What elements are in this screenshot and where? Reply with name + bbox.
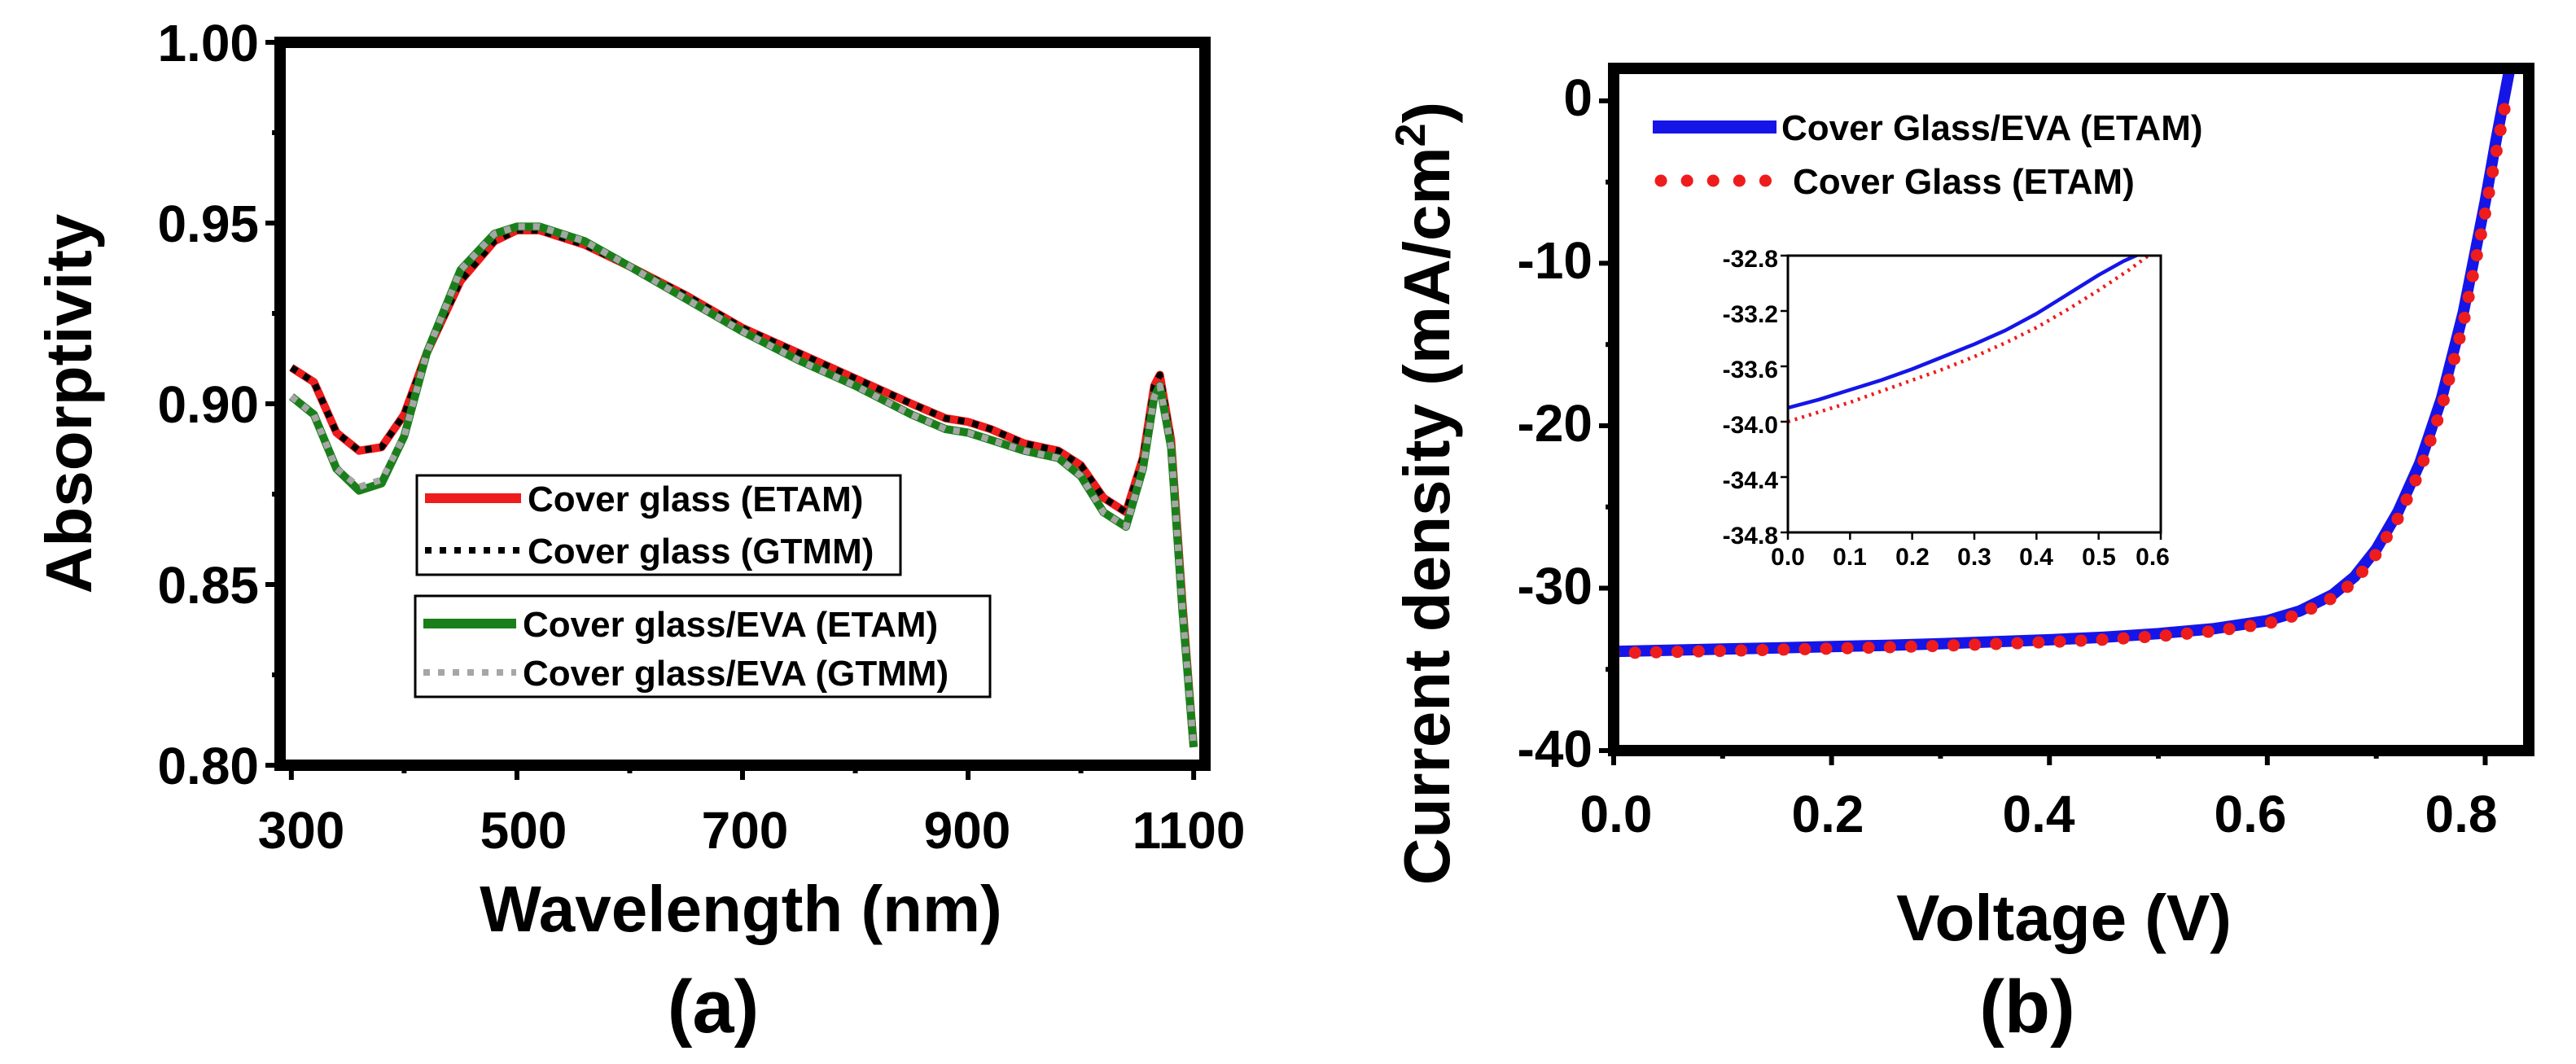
inset-background bbox=[1788, 256, 2161, 532]
panel-b-ytick-label: -20 bbox=[1518, 394, 1593, 453]
panel-b-xtick-label: 0.8 bbox=[2425, 785, 2498, 843]
panel-b-ytick-label: -10 bbox=[1518, 231, 1593, 290]
panel-a-ytick-label: 0.80 bbox=[157, 737, 259, 795]
panel-a-ylabel: Absorptivity bbox=[33, 213, 105, 593]
panel-a-ytick-label: 1.00 bbox=[157, 14, 259, 72]
inset-xtick-label: 0.6 bbox=[2136, 544, 2170, 571]
panel-a-xtick-label: 1100 bbox=[1132, 801, 1246, 860]
panel-b-ytick-label: -40 bbox=[1518, 720, 1593, 778]
inset-ytick-label: -32.8 bbox=[1723, 246, 1778, 273]
panel-a-xtick-label: 700 bbox=[702, 801, 789, 860]
panel-b-ticks bbox=[1599, 98, 2488, 765]
panel-a-xlabel: Wavelength (nm) bbox=[480, 873, 1001, 945]
legend-label-cover-glass-etam: Cover glass (ETAM) bbox=[528, 479, 863, 519]
panel-b-frame bbox=[1608, 63, 2534, 756]
panel-b-legend: Cover Glass/EVA (ETAM) Cover Glass (ETAM… bbox=[1653, 108, 2203, 202]
series-line-cover-glass-eva-etam bbox=[288, 222, 1198, 748]
panel-a-xtick-label: 900 bbox=[924, 801, 1011, 860]
series-line-cover-glass-gtmm bbox=[289, 226, 1198, 748]
panel-a-ytick-label: 0.85 bbox=[157, 556, 259, 615]
panel-b-xlabel: Voltage (V) bbox=[1896, 882, 2232, 954]
series-line-cover-glass-eva-etam bbox=[1788, 256, 2140, 410]
inset-xtick-label: 0.0 bbox=[1771, 544, 1805, 571]
inset-ytick-label: -33.2 bbox=[1723, 301, 1778, 328]
panel-b-ylabel-close: ) bbox=[1391, 102, 1463, 124]
series-line-cover-glass-etam bbox=[1788, 256, 2150, 424]
legend-box bbox=[414, 594, 992, 698]
panel-b-inset: -32.8 -33.2 -33.6 -34.0 -34.4 -34.8 0.0 … bbox=[1723, 246, 2170, 571]
legend-label-cover-glass-eva-etam: Cover Glass/EVA (ETAM) bbox=[1781, 108, 2203, 148]
inset-xtick-label: 0.2 bbox=[1895, 544, 1930, 571]
panel-b-xtick-label: 0.6 bbox=[2215, 785, 2287, 843]
panel-b-ylabel-main: Current density (mA/cm bbox=[1391, 147, 1463, 885]
panel-b-ylabel-superscript: 2 bbox=[1387, 123, 1435, 147]
inset-xtick-label: 0.5 bbox=[2082, 544, 2116, 571]
panel-b: 0 -10 -20 -30 -40 0.0 0.2 0.4 0.6 0.8 Vo… bbox=[1387, 63, 2534, 1049]
panel-b-label: (b) bbox=[1979, 965, 2074, 1049]
panel-b-plot-area bbox=[1614, 70, 2515, 659]
inset-ticks bbox=[1781, 254, 2162, 540]
panel-b-ytick-label: -30 bbox=[1518, 557, 1593, 615]
panel-a-ticks bbox=[265, 40, 1197, 780]
panel-a-label: (a) bbox=[668, 965, 759, 1049]
inset-ytick-label: -33.6 bbox=[1723, 357, 1778, 383]
inset-ytick-label: -34.4 bbox=[1723, 467, 1779, 494]
series-group bbox=[288, 222, 1198, 748]
panel-a: 1.00 0.95 0.90 0.85 0.80 300 500 700 900… bbox=[33, 14, 1245, 1049]
panel-a-legend-1: Cover glass (ETAM) Cover glass (GTMM) bbox=[415, 474, 902, 576]
inset-plot-area bbox=[1788, 256, 2150, 424]
panel-b-ylabel: Current density (mA/cm2) bbox=[1387, 102, 1463, 885]
panel-a-ytick-label: 0.90 bbox=[157, 375, 259, 434]
panel-b-xtick-label: 0.4 bbox=[2003, 785, 2075, 843]
legend-label-cover-glass-etam: Cover Glass (ETAM) bbox=[1793, 162, 2135, 202]
legend-label-cover-glass-eva-etam: Cover glass/EVA (ETAM) bbox=[523, 605, 938, 645]
series-group bbox=[1614, 70, 2515, 659]
legend-label-cover-glass-eva-gtmm: Cover glass/EVA (GTMM) bbox=[523, 654, 948, 694]
panel-b-xtick-label: 0.0 bbox=[1580, 785, 1653, 843]
panel-b-xtick-label: 0.2 bbox=[1792, 785, 1864, 843]
inset-xtick-label: 0.3 bbox=[1957, 544, 1991, 571]
series-group bbox=[1788, 256, 2150, 424]
panel-a-ytick-label: 0.95 bbox=[157, 195, 259, 253]
panel-a-xtick-label: 300 bbox=[258, 801, 345, 860]
series-line-cover-glass-etam bbox=[1614, 90, 2513, 659]
panel-b-ytick-label: 0 bbox=[1563, 68, 1592, 127]
inset-ytick-label: -34.8 bbox=[1723, 523, 1778, 550]
legend-label-cover-glass-gtmm: Cover glass (GTMM) bbox=[528, 532, 874, 571]
inset-ytick-label: -34.0 bbox=[1723, 412, 1778, 439]
panel-a-xtick-label: 500 bbox=[480, 801, 567, 860]
inset-xtick-label: 0.4 bbox=[2019, 544, 2053, 571]
panel-a-plot-area bbox=[288, 222, 1198, 748]
inset-xtick-label: 0.1 bbox=[1833, 544, 1867, 571]
legend-box bbox=[415, 474, 902, 576]
panel-a-legend-2: Cover glass/EVA (ETAM) Cover glass/EVA (… bbox=[414, 594, 992, 698]
